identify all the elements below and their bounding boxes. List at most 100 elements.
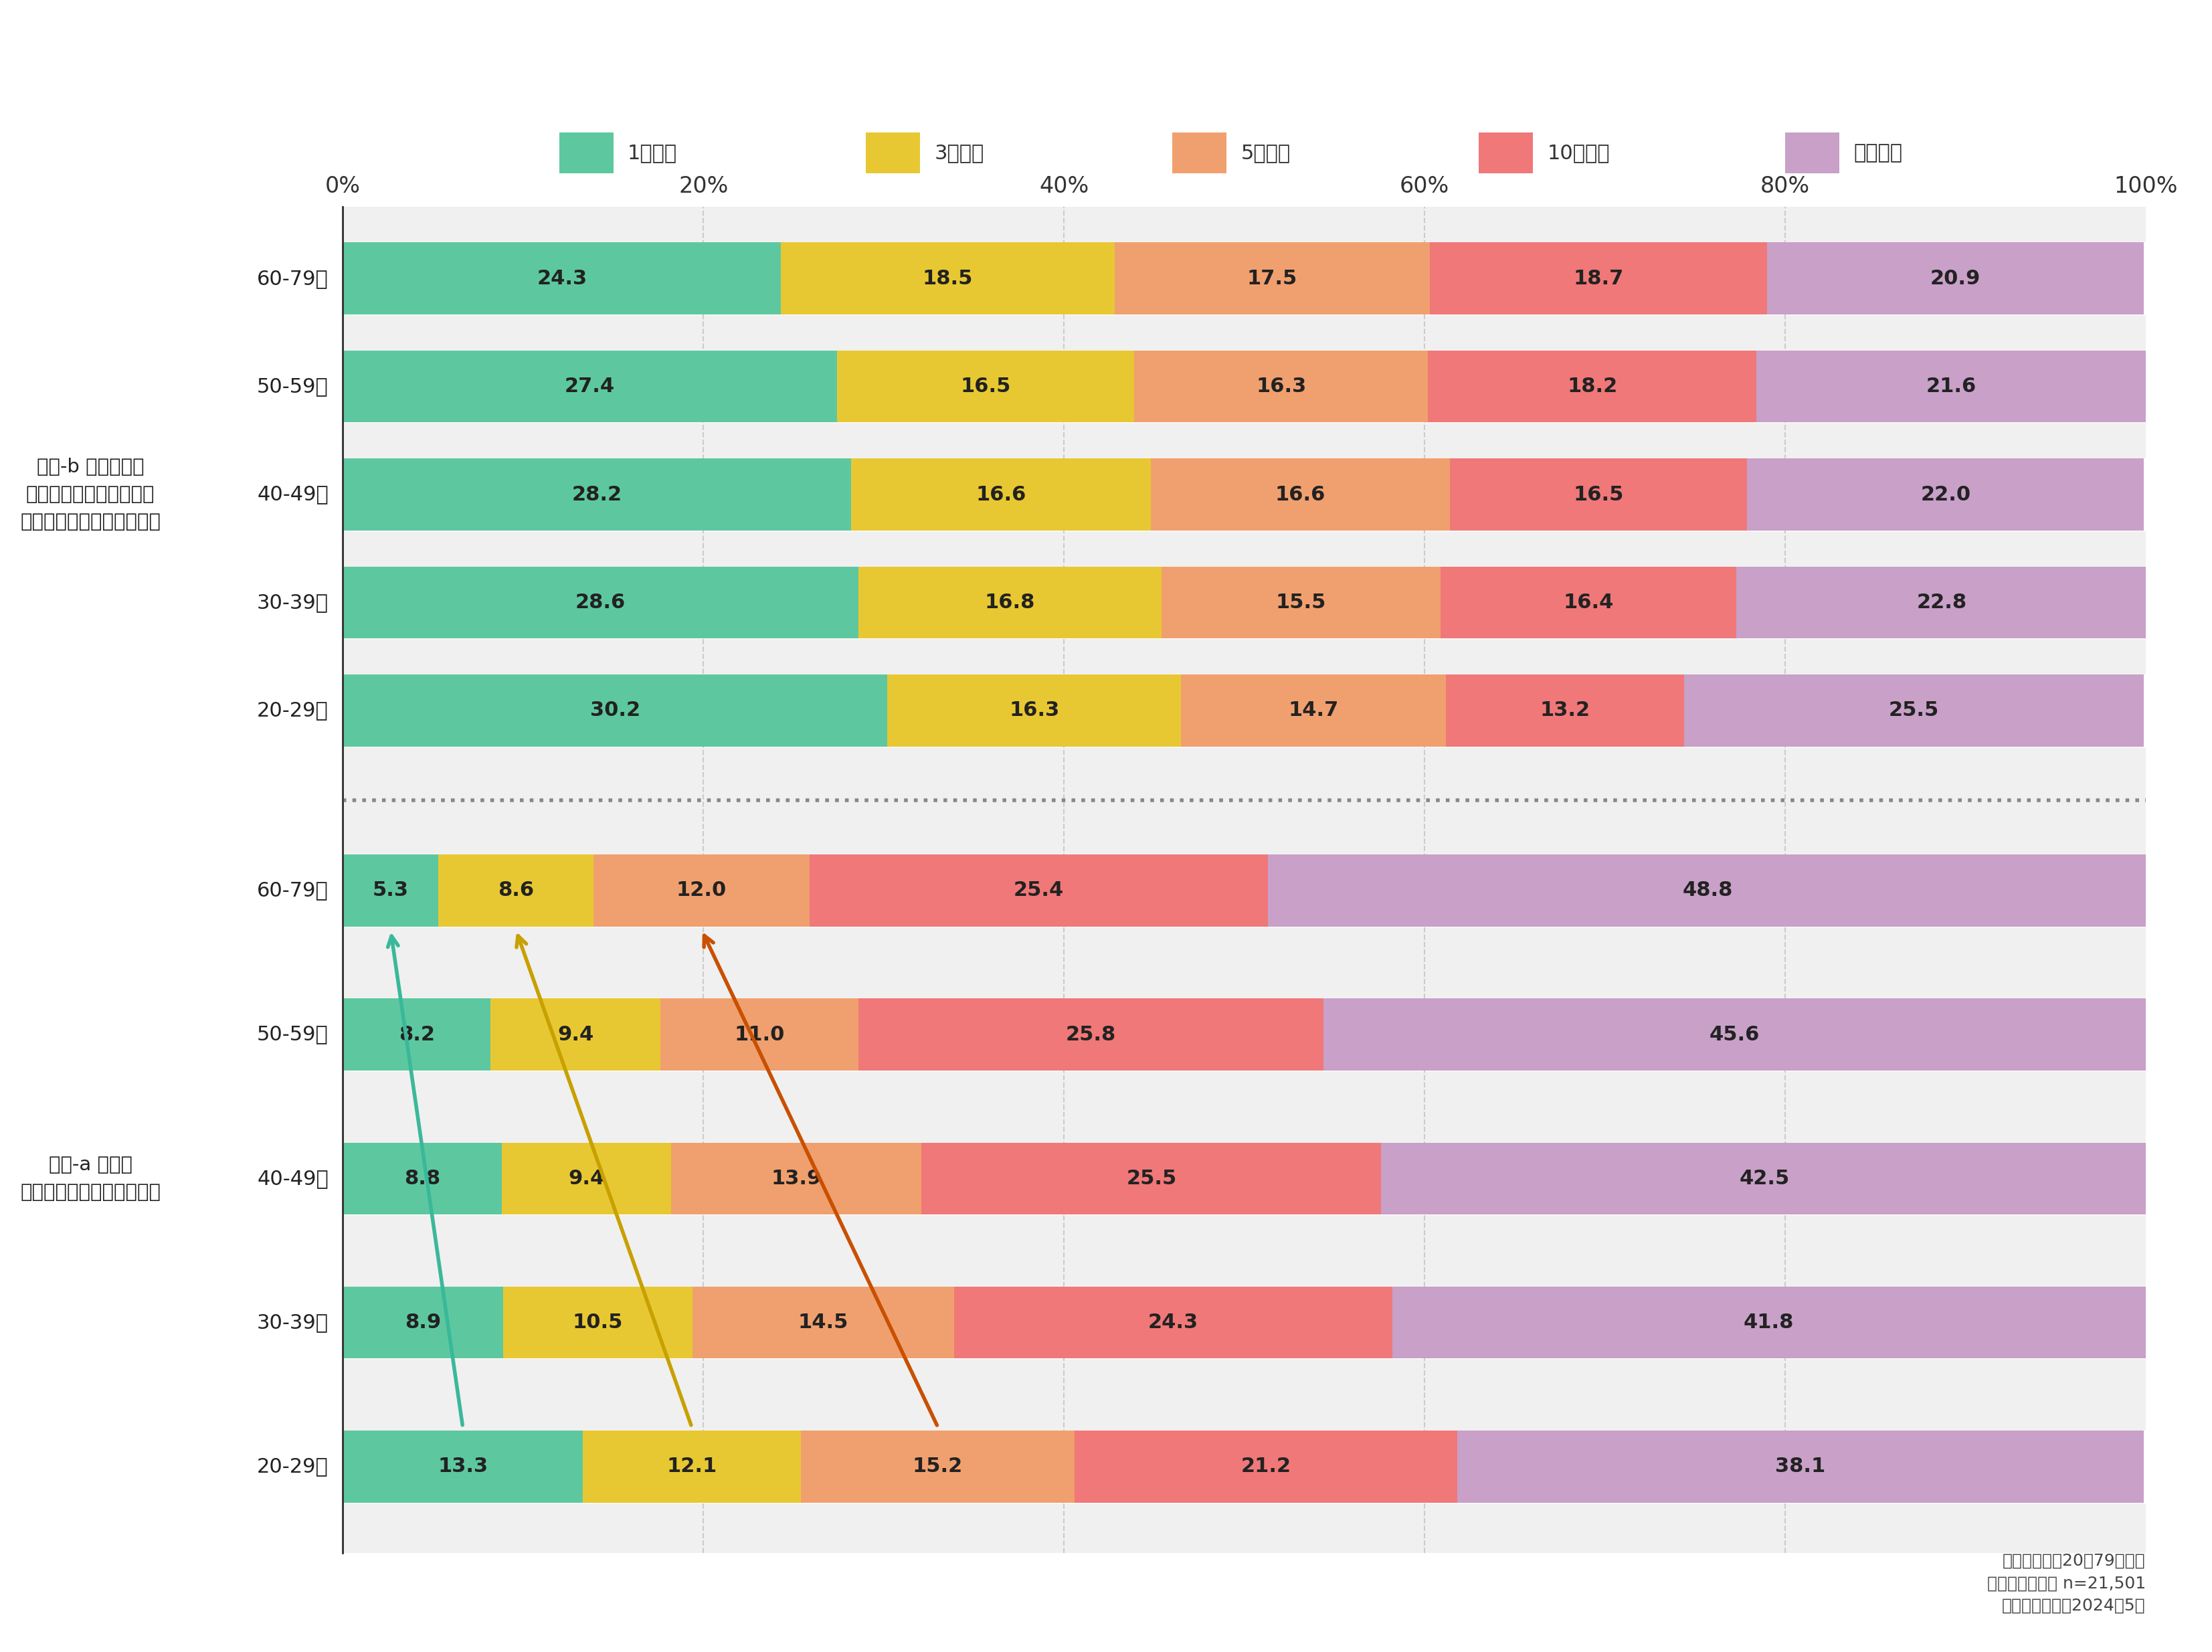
Bar [1380,1143,2148,1214]
Bar [1323,998,2146,1070]
Bar [887,674,1181,747]
Bar [343,1287,504,1358]
Text: 8.8: 8.8 [405,1168,440,1188]
Bar [801,1431,1075,1502]
Bar [858,567,1161,638]
Bar [1429,243,1767,314]
Text: 40-49歳: 40-49歳 [257,484,327,504]
Bar [1767,243,2143,314]
Bar [1115,243,1429,314]
Text: 16.3: 16.3 [1256,377,1307,396]
Text: 図３-b 居住地以外
（自分が住んでいる地域
以外の日本国内のどこか）: 図３-b 居住地以外 （自分が住んでいる地域 以外の日本国内のどこか） [20,458,161,532]
Bar [659,998,858,1070]
FancyBboxPatch shape [865,132,920,173]
Text: 対象者：全国20〜79歳男女
サンプルサイズ n=21,501
調査実施時期：2024年5月: 対象者：全国20〜79歳男女 サンプルサイズ n=21,501 調査実施時期：2… [1986,1553,2146,1614]
FancyBboxPatch shape [1478,132,1533,173]
Text: それ以上: それ以上 [1854,144,1902,162]
Bar [1161,567,1440,638]
Bar [1181,674,1447,747]
Bar [1391,1287,2146,1358]
Bar [343,243,781,314]
Text: 16.6: 16.6 [975,484,1026,504]
Text: 60-79歳: 60-79歳 [257,269,327,287]
Text: 15.5: 15.5 [1276,593,1327,613]
Text: 38.1: 38.1 [1776,1457,1825,1477]
Bar [504,1287,692,1358]
Bar [670,1143,922,1214]
Text: 30-39歳: 30-39歳 [257,593,327,613]
Text: 21.6: 21.6 [1927,377,1975,396]
Text: 8.6: 8.6 [498,881,533,900]
Bar [1440,567,1736,638]
Text: 15.2: 15.2 [914,1457,962,1477]
Text: 50-59歳: 50-59歳 [257,377,327,396]
Text: 25.5: 25.5 [1889,700,1940,720]
Bar [343,1431,2146,1502]
Bar [343,674,887,747]
Bar [343,243,2146,314]
Text: 27.4: 27.4 [564,377,615,396]
Bar [922,1143,1380,1214]
Text: 22.8: 22.8 [1918,593,1966,613]
Bar [343,1143,2146,1214]
Text: 45.6: 45.6 [1710,1024,1761,1044]
Bar [1747,459,2143,530]
Text: 22.0: 22.0 [1920,484,1971,504]
Text: 20-29歳: 20-29歳 [257,1457,327,1477]
Text: 16.6: 16.6 [1274,484,1325,504]
Text: 20-29歳: 20-29歳 [257,700,327,720]
Bar [852,459,1150,530]
Bar [1447,674,1683,747]
Text: 16.5: 16.5 [960,377,1011,396]
Bar [836,350,1135,423]
Bar [343,1431,582,1502]
Bar [343,854,2146,927]
Text: 42.5: 42.5 [1739,1168,1790,1188]
Text: 9.4: 9.4 [568,1168,604,1188]
Bar [781,243,1115,314]
Bar [343,998,2146,1070]
Text: 1年以内: 1年以内 [628,144,677,162]
Bar [343,674,2146,747]
Bar [491,998,659,1070]
Bar [343,1143,502,1214]
Bar [343,350,836,423]
FancyBboxPatch shape [1172,132,1225,173]
Text: 13.2: 13.2 [1540,700,1590,720]
Text: 8.9: 8.9 [405,1313,440,1332]
FancyBboxPatch shape [560,132,613,173]
Text: 48.8: 48.8 [1683,881,1732,900]
Text: 30.2: 30.2 [591,700,639,720]
Bar [582,1431,801,1502]
Text: 13.9: 13.9 [772,1168,821,1188]
Bar [953,1287,1391,1358]
Text: 30-39歳: 30-39歳 [257,1313,327,1332]
Text: 16.3: 16.3 [1009,700,1060,720]
Text: 18.7: 18.7 [1573,269,1624,287]
Text: 14.5: 14.5 [799,1313,849,1332]
Text: 24.3: 24.3 [1148,1313,1199,1332]
Bar [858,998,1323,1070]
Text: 24.3: 24.3 [538,269,586,287]
Bar [810,854,1267,927]
Bar [343,998,491,1070]
Text: 16.8: 16.8 [984,593,1035,613]
Text: 8.2: 8.2 [398,1024,436,1044]
Text: 16.5: 16.5 [1573,484,1624,504]
Bar [1150,459,1449,530]
Text: 25.5: 25.5 [1126,1168,1177,1188]
Text: 21.2: 21.2 [1241,1457,1292,1477]
Bar [343,350,2146,423]
Text: 17.5: 17.5 [1248,269,1298,287]
Bar [343,567,858,638]
Bar [1458,1431,2143,1502]
Bar [343,459,2146,530]
Text: 図３-a 居住地
（自分が住んでいる地域）: 図３-a 居住地 （自分が住んでいる地域） [20,1155,161,1201]
Bar [1449,459,1747,530]
Text: 13.3: 13.3 [438,1457,489,1477]
Text: 震度6弱以上の地震が「いつ・どこで」起きると思うか（年代別）〜リスク感度: 震度6弱以上の地震が「いつ・どこで」起きると思うか（年代別）〜リスク感度 [27,30,712,61]
Text: 5年以内: 5年以内 [1241,144,1290,162]
Text: 3年以内: 3年以内 [933,144,984,162]
Bar [593,854,810,927]
Bar [1267,854,2148,927]
